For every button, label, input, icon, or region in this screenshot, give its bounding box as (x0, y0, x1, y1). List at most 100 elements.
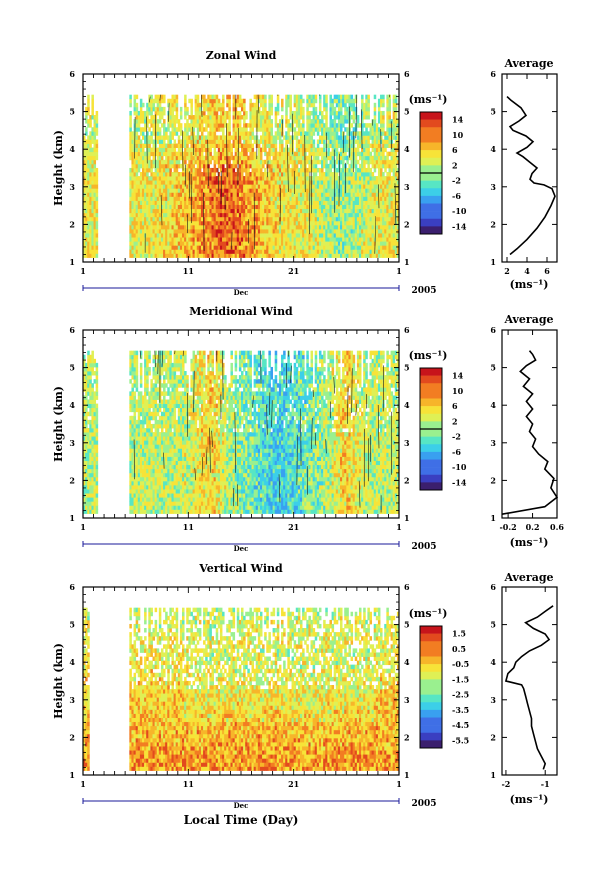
heatmap-cell (139, 220, 143, 226)
heatmap-cell (344, 192, 347, 197)
heatmap-cell (390, 224, 394, 230)
heatmap-cell (196, 98, 200, 104)
heatmap-cell (306, 176, 309, 181)
heatmap-cell (259, 119, 263, 124)
heatmap-cell (386, 196, 389, 201)
heatmap-cell (241, 176, 244, 181)
heatmap-cell (226, 229, 229, 234)
heatmap-cell (281, 172, 284, 177)
heatmap-cell (371, 176, 375, 181)
heatmap-cell (247, 143, 250, 148)
heatmap-cell (230, 176, 233, 181)
heatmap-cell (278, 163, 282, 169)
heatmap-cell (213, 245, 217, 250)
heatmap-cell (190, 167, 193, 173)
heatmap-cell (268, 220, 271, 226)
heatmap-cell (194, 229, 198, 234)
heatmap-cell (371, 249, 375, 254)
heatmap-cell (234, 119, 238, 124)
heatmap-cell (205, 184, 208, 189)
heatmap-cell (363, 172, 366, 177)
heatmap-cell (89, 192, 92, 197)
heatmap-cell (365, 229, 368, 234)
heatmap-cell (350, 176, 354, 181)
heatmap-cell (243, 102, 246, 108)
heatmap-cell (139, 172, 143, 177)
heatmap-cell (325, 106, 328, 112)
heatmap-cell (302, 212, 305, 218)
heatmap-cell (245, 200, 248, 205)
heatmap-cell (281, 139, 284, 144)
heatmap-cell (135, 159, 139, 165)
heatmap-cell (139, 176, 143, 181)
heatmap-cell (255, 253, 259, 258)
heatmap-cell (287, 249, 290, 254)
heatmap-cell (306, 102, 309, 108)
heatmap-cell (384, 249, 387, 254)
heatmap-cell (255, 167, 259, 173)
heatmap-cell (363, 241, 366, 246)
heatmap-cell (289, 172, 292, 177)
heatmap-cell (139, 110, 143, 116)
heatmap-cell (314, 216, 318, 222)
heatmap-cell (167, 184, 170, 189)
heatmap-cell (268, 155, 271, 161)
heatmap-cell (198, 123, 202, 128)
heatmap-cell (363, 208, 366, 214)
heatmap-cell (95, 220, 99, 226)
heatmap-cell (325, 110, 328, 116)
heatmap-cell (245, 110, 248, 116)
heatmap-cell (354, 224, 358, 230)
heatmap-cell (278, 159, 282, 165)
heatmap-cell (243, 233, 246, 238)
heatmap-cell (340, 167, 343, 173)
heatmap-cell (165, 216, 168, 222)
heatmap-cell (318, 119, 322, 124)
heatmap-cell (342, 208, 345, 214)
heatmap-cell (392, 212, 396, 218)
heatmap-cell (222, 233, 225, 238)
heatmap-cell (297, 110, 301, 116)
heatmap-cell (152, 192, 156, 197)
heatmap-cell (211, 139, 215, 144)
heatmap-cell (190, 143, 193, 148)
heatmap-cell (184, 94, 187, 100)
heatmap-cell (318, 139, 322, 144)
heatmap-cell (329, 151, 332, 157)
heatmap-cell (209, 172, 212, 177)
heatmap-cell (137, 200, 141, 205)
heatmap-cell (327, 192, 330, 197)
heatmap-cell (146, 253, 149, 258)
heatmap-cell (169, 253, 172, 258)
heatmap-cell (321, 172, 324, 177)
heatmap-cell (169, 102, 172, 108)
heatmap-cell (200, 216, 204, 222)
heatmap-cell (158, 106, 162, 112)
heatmap-cell (291, 212, 295, 218)
heatmap-cell (213, 204, 217, 210)
heatmap-cell (321, 139, 324, 144)
heatmap-cell (344, 119, 347, 124)
heatmap-cell (321, 135, 324, 140)
heatmap-cell (314, 94, 318, 100)
heatmap-cell (388, 253, 391, 258)
heatmap-cell (137, 192, 141, 197)
heatmap-cell (350, 155, 354, 161)
heatmap-cell (363, 237, 366, 242)
heatmap-cell (152, 216, 156, 222)
heatmap-cell (337, 139, 341, 144)
heatmap-cell (171, 151, 174, 157)
heatmap-cell (95, 127, 99, 132)
heatmap-cell (226, 241, 229, 246)
heatmap-cell (377, 127, 381, 132)
heatmap-cell (192, 216, 196, 222)
heatmap-cell (340, 172, 343, 177)
heatmap-cell (241, 106, 244, 112)
heatmap-cell (137, 224, 141, 230)
heatmap-cell (308, 131, 311, 136)
heatmap-cell (171, 192, 174, 197)
heatmap-cell (249, 115, 252, 120)
heatmap-cell (213, 184, 217, 189)
heatmap-cell (203, 143, 206, 148)
heatmap-cell (211, 167, 215, 173)
